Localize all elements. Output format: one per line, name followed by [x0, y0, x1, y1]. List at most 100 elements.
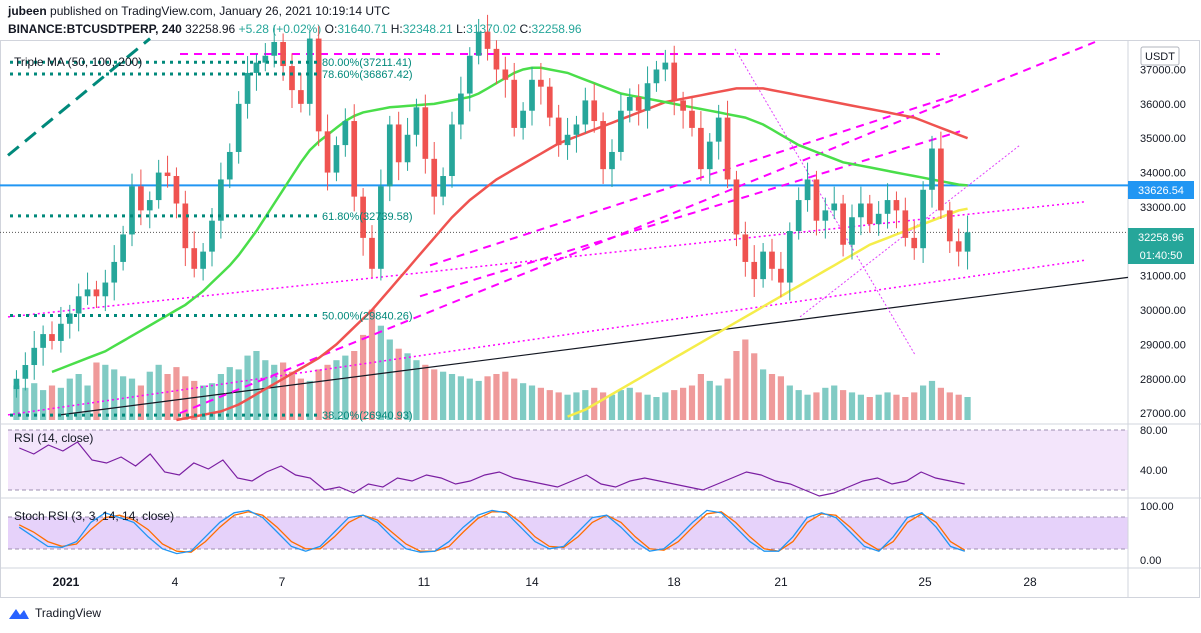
ohlc-close-label: C: — [519, 22, 532, 36]
last-price-tag — [1128, 228, 1194, 264]
candle-body — [191, 248, 198, 269]
volume-bar — [431, 369, 438, 420]
candle-body — [573, 124, 580, 135]
candle-body — [715, 117, 722, 142]
candle-body — [689, 110, 695, 128]
volume-bar — [706, 380, 713, 420]
trend-channel-upper — [7, 201, 1086, 318]
volume-bar — [271, 364, 278, 420]
candle-body — [538, 79, 544, 87]
volume-bar — [893, 394, 900, 420]
candle-body — [164, 172, 171, 177]
volume-bar — [244, 355, 251, 420]
candle-body — [946, 210, 953, 242]
candle-body — [680, 100, 686, 111]
volume-bar — [777, 376, 784, 420]
candle-body — [306, 38, 313, 104]
candle-body — [58, 323, 64, 341]
volume-bar — [31, 383, 38, 420]
candle-body — [129, 186, 135, 235]
volume-bar — [128, 378, 136, 420]
volume-bar — [760, 369, 767, 420]
candle-body — [404, 134, 411, 163]
price-tick-label: 31000.00 — [1140, 271, 1186, 283]
volume-bar — [75, 374, 82, 420]
volume-bar — [857, 394, 864, 420]
volume-bar — [315, 369, 322, 420]
candle-body — [440, 176, 446, 197]
candle-body — [520, 110, 526, 128]
volume-bar — [422, 364, 429, 420]
candle-body — [102, 282, 109, 297]
time-tick-label: 28 — [1023, 575, 1037, 589]
candle-body — [209, 220, 215, 252]
candle-body — [795, 200, 802, 231]
volume-bar — [48, 385, 56, 420]
volume-bar — [635, 392, 642, 420]
volume-bar — [155, 364, 162, 420]
volume-bar — [911, 392, 918, 420]
candle-body — [40, 334, 46, 348]
volume-bar — [351, 351, 358, 420]
candle-body — [493, 48, 500, 70]
volume-bar — [413, 360, 420, 420]
currency-badge[interactable] — [1140, 46, 1180, 66]
volume-bar — [955, 394, 962, 420]
candle-body — [875, 213, 882, 225]
candles — [13, 14, 971, 398]
volume-bar — [324, 364, 331, 420]
resistance-value: 33626.54 — [1138, 185, 1184, 197]
ohlc-high-label: H: — [390, 22, 403, 36]
time-tick-label: 4 — [172, 575, 179, 589]
volume-bar — [253, 351, 260, 420]
candle-body — [422, 107, 429, 159]
candle-body — [298, 90, 304, 104]
volume-bar — [173, 367, 180, 420]
candle-body — [218, 179, 224, 221]
candle-body — [475, 31, 482, 56]
candle-body — [173, 176, 180, 204]
candle-body — [226, 151, 233, 180]
candle-body — [618, 110, 624, 152]
volume-bar — [875, 394, 882, 420]
volume-bar — [840, 390, 847, 420]
ohlc-open: 31640.71 — [337, 22, 388, 36]
price-change: +5.28 (+0.02%) — [238, 22, 322, 36]
volume-bar — [964, 397, 971, 420]
candle-body — [760, 251, 766, 280]
volume-bar — [377, 325, 384, 420]
candle-body — [111, 261, 118, 283]
trend-dashed-2 — [419, 130, 961, 298]
ohlc-high: 32348.21 — [402, 22, 453, 36]
volume-bar — [475, 380, 482, 420]
volume-bar — [715, 385, 722, 420]
volume-bar — [368, 309, 376, 420]
candle-body — [813, 179, 820, 221]
candle-body — [920, 189, 926, 249]
price-tick-label: 34000.00 — [1140, 168, 1186, 180]
candle-body — [235, 103, 242, 152]
volume-bar — [848, 392, 856, 420]
candle-body — [75, 296, 82, 314]
volume-bar — [573, 392, 580, 420]
rsi-band — [8, 430, 1128, 490]
volume-bar — [537, 387, 544, 420]
volume-bar — [688, 385, 696, 420]
time-tick-label: 21 — [774, 575, 788, 589]
candle-body — [644, 83, 651, 111]
rsi-legend: RSI (14, close) — [14, 431, 93, 445]
candle-body — [964, 232, 971, 252]
candle-body — [253, 62, 260, 73]
volume-bar — [831, 385, 838, 420]
fib-levels: 80.00%(37211.41)78.60%(36867.42) 61.80%(3… — [10, 57, 413, 422]
candle-body — [289, 66, 295, 91]
trend-dashed-3 — [429, 92, 961, 267]
time-tick-label: 18 — [667, 575, 681, 589]
volume-bars — [13, 309, 971, 420]
publish-date: published on TradingView.com, January 26… — [50, 4, 391, 18]
fib-label: 38.20%(26940.93) — [322, 410, 413, 422]
stoch-d-line — [18, 511, 966, 553]
candle-body — [884, 200, 891, 214]
candle-body — [555, 117, 562, 146]
